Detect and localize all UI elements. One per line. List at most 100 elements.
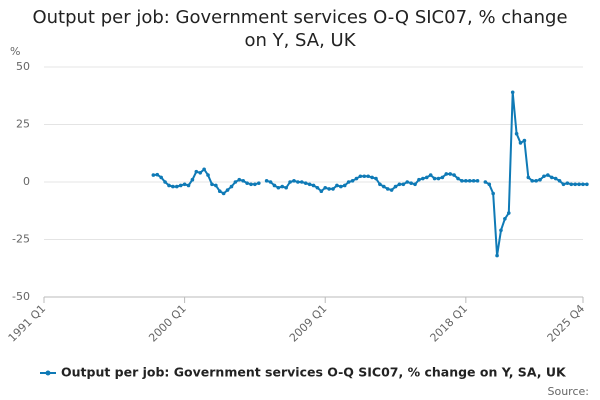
- y-tick-label: 25: [16, 118, 30, 131]
- data-point: [292, 179, 296, 183]
- data-point: [393, 184, 398, 189]
- data-point: [413, 182, 417, 187]
- data-point: [253, 182, 257, 187]
- data-point: [350, 179, 355, 183]
- data-point: [405, 180, 410, 184]
- data-point: [167, 183, 171, 188]
- data-point: [510, 90, 515, 95]
- data-point: [210, 182, 214, 187]
- data-point: [257, 181, 261, 185]
- data-point: [323, 185, 328, 190]
- data-point: [268, 180, 273, 184]
- data-point: [315, 185, 320, 190]
- data-point: [186, 183, 191, 188]
- data-point: [374, 176, 378, 181]
- source-label: Source:: [548, 385, 590, 398]
- data-point: [319, 189, 324, 193]
- data-point: [233, 180, 238, 184]
- x-tick-label: 2025 Q4: [545, 302, 588, 345]
- data-point: [378, 182, 382, 187]
- data-point: [522, 138, 527, 143]
- y-tick-label: -50: [12, 290, 30, 303]
- data-point: [272, 183, 277, 188]
- data-point: [280, 184, 285, 189]
- data-point: [553, 176, 558, 181]
- data-point: [483, 180, 488, 184]
- data-point: [241, 179, 245, 183]
- data-point: [444, 172, 449, 176]
- x-tick-label: 2009 Q1: [287, 302, 330, 345]
- data-point: [382, 184, 386, 189]
- data-point: [534, 179, 538, 183]
- data-point: [452, 173, 456, 177]
- data-point: [561, 182, 566, 187]
- data-point: [506, 211, 511, 215]
- data-point: [217, 189, 222, 193]
- data-point: [542, 174, 546, 179]
- data-point: [182, 182, 187, 187]
- x-tick-label: 2018 Q1: [428, 302, 471, 345]
- data-point: [581, 182, 585, 187]
- data-point: [557, 179, 562, 183]
- data-point: [385, 187, 390, 191]
- data-point: [264, 179, 269, 183]
- data-point: [151, 173, 156, 177]
- data-point: [303, 181, 308, 185]
- data-point: [530, 179, 535, 183]
- data-point: [311, 183, 316, 188]
- data-point: [284, 185, 288, 190]
- y-axis-label: %: [10, 45, 20, 58]
- data-point: [460, 179, 464, 183]
- data-point: [190, 177, 195, 182]
- series-line: [153, 92, 587, 256]
- data-point: [514, 131, 519, 136]
- data-point: [569, 182, 574, 187]
- y-tick-label: 0: [23, 175, 30, 188]
- data-point: [339, 184, 343, 189]
- data-point: [354, 176, 359, 181]
- data-point: [421, 176, 425, 181]
- data-point: [549, 175, 554, 180]
- data-point: [487, 182, 492, 187]
- x-tick-label: 1991 Q1: [6, 302, 49, 345]
- data-point: [163, 180, 167, 184]
- x-tick-label: 2000 Q1: [146, 302, 189, 345]
- data-point: [206, 173, 210, 177]
- data-point: [225, 188, 230, 192]
- data-point: [467, 179, 472, 183]
- data-point: [296, 180, 300, 184]
- data-point: [342, 183, 347, 188]
- data-point: [432, 176, 437, 181]
- data-point: [178, 183, 183, 188]
- data-point: [577, 182, 581, 187]
- data-point: [245, 181, 249, 185]
- data-point: [335, 183, 339, 188]
- data-point: [362, 174, 367, 179]
- data-point: [249, 182, 253, 187]
- data-point: [428, 173, 433, 177]
- data-point: [174, 184, 179, 189]
- data-point: [288, 180, 292, 184]
- data-point: [456, 176, 460, 181]
- data-point: [495, 253, 499, 258]
- data-point: [389, 188, 394, 192]
- data-point: [401, 182, 406, 187]
- data-point: [331, 187, 335, 191]
- data-point: [573, 182, 577, 187]
- data-point: [499, 228, 503, 233]
- data-point: [526, 175, 531, 180]
- data-point: [299, 180, 304, 184]
- data-point: [397, 182, 402, 187]
- data-point: [237, 177, 242, 182]
- data-point: [366, 174, 370, 179]
- data-point: [202, 167, 206, 172]
- data-point: [546, 173, 550, 177]
- data-point: [464, 179, 468, 183]
- data-point: [448, 172, 453, 176]
- data-point: [538, 177, 542, 182]
- data-point: [565, 181, 570, 185]
- data-point: [221, 191, 226, 196]
- data-point: [276, 185, 281, 190]
- y-tick-label: -25: [12, 233, 30, 246]
- data-point: [370, 175, 374, 180]
